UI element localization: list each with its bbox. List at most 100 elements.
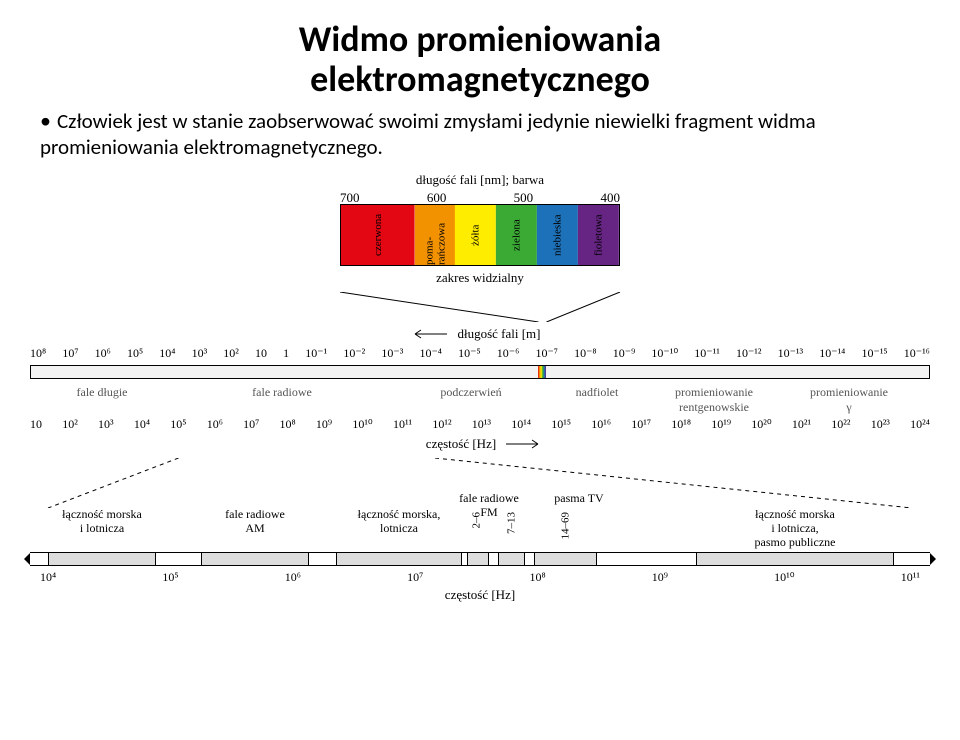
- visible-tick: 600: [427, 190, 447, 204]
- scale-tick: 10⁻⁴: [419, 346, 442, 361]
- region-labels: fale długie fale radiowe podczerwień nadfio…: [30, 383, 930, 415]
- visible-band: niebieska: [537, 205, 578, 265]
- scale-tick: 10¹²: [432, 417, 451, 432]
- detail-segment: [534, 553, 597, 565]
- visible-marker: [538, 366, 546, 378]
- scale-tick: 10⁻¹⁰: [651, 346, 678, 361]
- scale-tick: 10⁻³: [381, 346, 403, 361]
- scale-tick: 10¹¹: [901, 570, 920, 585]
- detail-bar-arrow-left-icon: [24, 553, 30, 565]
- scale-tick: 10⁻¹⁶: [904, 346, 930, 361]
- scale-tick: 10⁻¹: [305, 346, 327, 361]
- scale-tick: 10⁷: [243, 417, 259, 432]
- scale-tick: 10⁻¹⁴: [819, 346, 845, 361]
- title-line-2: elektromagnetycznego: [30, 60, 930, 100]
- scale-tick: 10⁹: [316, 417, 332, 432]
- detail-labels: łączność morskai lotniczafale radioweAMł…: [30, 508, 930, 550]
- visible-spectrum-bar: czerwonapoma-rańczoważółtazielonaniebies…: [340, 204, 620, 266]
- scale-tick: 10⁻¹²: [736, 346, 762, 361]
- region-label: podczerwień: [440, 385, 501, 400]
- scale-tick: 10⁹: [652, 570, 668, 585]
- bullet-text: Człowiek jest w stanie zaobserwować swoi…: [40, 108, 816, 160]
- title-line-1: Widmo promieniowania: [30, 20, 930, 60]
- scale-tick: 10⁻⁸: [574, 346, 597, 361]
- arrow-left-icon: [411, 328, 449, 340]
- visible-top-ticks: 700600500400: [340, 190, 620, 204]
- detail-bar-arrow-right-icon: [930, 553, 936, 565]
- visible-band: poma-rańczowa: [415, 205, 456, 265]
- visible-tick: 700: [340, 190, 360, 204]
- region-label: promieniowanie γ: [809, 385, 890, 415]
- frequency-arrow-row: częstość [Hz]: [30, 436, 930, 452]
- scale-tick: 10¹⁶: [591, 417, 611, 432]
- scale-tick: 10: [255, 346, 267, 361]
- scale-tick: 10⁴: [159, 346, 175, 361]
- detail-segment: [696, 553, 894, 565]
- detail-label: pasma TV: [554, 492, 603, 506]
- scale-tick: 1: [283, 346, 289, 361]
- scale-tick: 10⁻⁹: [613, 346, 636, 361]
- main-spectrum-bar: [30, 365, 930, 379]
- scale-tick: 10⁻⁵: [458, 346, 481, 361]
- detail-caption: częstość [Hz]: [30, 587, 930, 603]
- detail-segment: [498, 553, 525, 565]
- scale-tick: 10¹⁸: [671, 417, 691, 432]
- visible-band: fioletowa: [578, 205, 619, 265]
- scale-tick: 10⁷: [407, 570, 423, 585]
- scale-tick: 10: [30, 417, 42, 432]
- detail-segment: [48, 553, 156, 565]
- scale-tick: 10¹⁰: [352, 417, 372, 432]
- visible-tick: 500: [514, 190, 534, 204]
- wavelength-label: długość fali [m]: [457, 326, 540, 342]
- detail-label: łączność morskai lotnicza: [62, 508, 142, 536]
- scale-tick: 10¹⁵: [551, 417, 571, 432]
- scale-tick: 10⁻²: [343, 346, 365, 361]
- wavelength-arrow-row: długość fali [m]: [30, 326, 930, 342]
- scale-tick: 10⁵: [127, 346, 143, 361]
- detail-frequency-scale: 10⁴10⁵10⁶10⁷10⁸10⁹10¹⁰10¹¹: [30, 570, 930, 585]
- visible-band: żółta: [455, 205, 496, 265]
- detail-band-number: 14–69: [559, 512, 572, 540]
- scale-tick: 10²: [223, 346, 239, 361]
- scale-tick: 10²⁰: [751, 417, 771, 432]
- visible-caption: zakres widzialny: [340, 270, 620, 286]
- scale-tick: 10⁶: [285, 570, 301, 585]
- scale-tick: 10⁻⁶: [497, 346, 520, 361]
- arrow-right-icon: [504, 438, 542, 450]
- bullet-paragraph: •Człowiek jest w stanie zaobserwować swo…: [40, 107, 930, 160]
- scale-tick: 10¹³: [472, 417, 491, 432]
- frequency-scale-main: 1010²10³10⁴10⁵10⁶10⁷10⁸10⁹10¹⁰10¹¹10¹²10…: [30, 417, 930, 432]
- scale-tick: 10⁻¹¹: [694, 346, 720, 361]
- scale-tick: 10⁻⁷: [535, 346, 558, 361]
- visible-band: czerwona: [341, 205, 415, 265]
- scale-tick: 10²²: [831, 417, 850, 432]
- scale-tick: 10¹¹: [393, 417, 412, 432]
- frequency-label: częstość [Hz]: [426, 436, 496, 452]
- scale-tick: 10⁶: [207, 417, 223, 432]
- detail-segment: [467, 553, 490, 565]
- scale-tick: 10³: [98, 417, 114, 432]
- detail-label: łączność morskai lotnicza,pasmo publiczn…: [755, 508, 836, 549]
- region-label: promieniowanierentgenowskie: [675, 385, 753, 415]
- scale-tick: 10⁸: [280, 417, 296, 432]
- detail-band-number: 2–6: [471, 512, 484, 529]
- wavelength-scale: 10⁸10⁷10⁶10⁵10⁴10³10²10110⁻¹10⁻²10⁻³10⁻⁴…: [30, 346, 930, 361]
- scale-tick: 10⁵: [170, 417, 186, 432]
- detail-segment: [201, 553, 309, 565]
- region-label: nadfiolet: [576, 385, 619, 400]
- scale-tick: 10⁴: [134, 417, 150, 432]
- visible-spectrum-block: długość fali [nm]; barwa 700600500400 cz…: [340, 172, 620, 286]
- scale-tick: 10⁶: [95, 346, 111, 361]
- detail-band-number: 7–13: [505, 512, 518, 534]
- region-label: fale długie: [77, 385, 128, 400]
- scale-tick: 10²¹: [792, 417, 811, 432]
- region-label: fale radiowe: [252, 385, 312, 400]
- em-spectrum-diagram: długość fali [nm]; barwa 700600500400 cz…: [30, 172, 930, 603]
- scale-tick: 10⁷: [62, 346, 78, 361]
- scale-tick: 10⁵: [162, 570, 178, 585]
- scale-tick: 10²⁴: [910, 417, 930, 432]
- scale-tick: 10¹⁰: [774, 570, 794, 585]
- scale-tick: 10⁴: [40, 570, 56, 585]
- scale-tick: 10¹⁹: [711, 417, 731, 432]
- detail-label: łączność morska,lotnicza: [358, 508, 441, 536]
